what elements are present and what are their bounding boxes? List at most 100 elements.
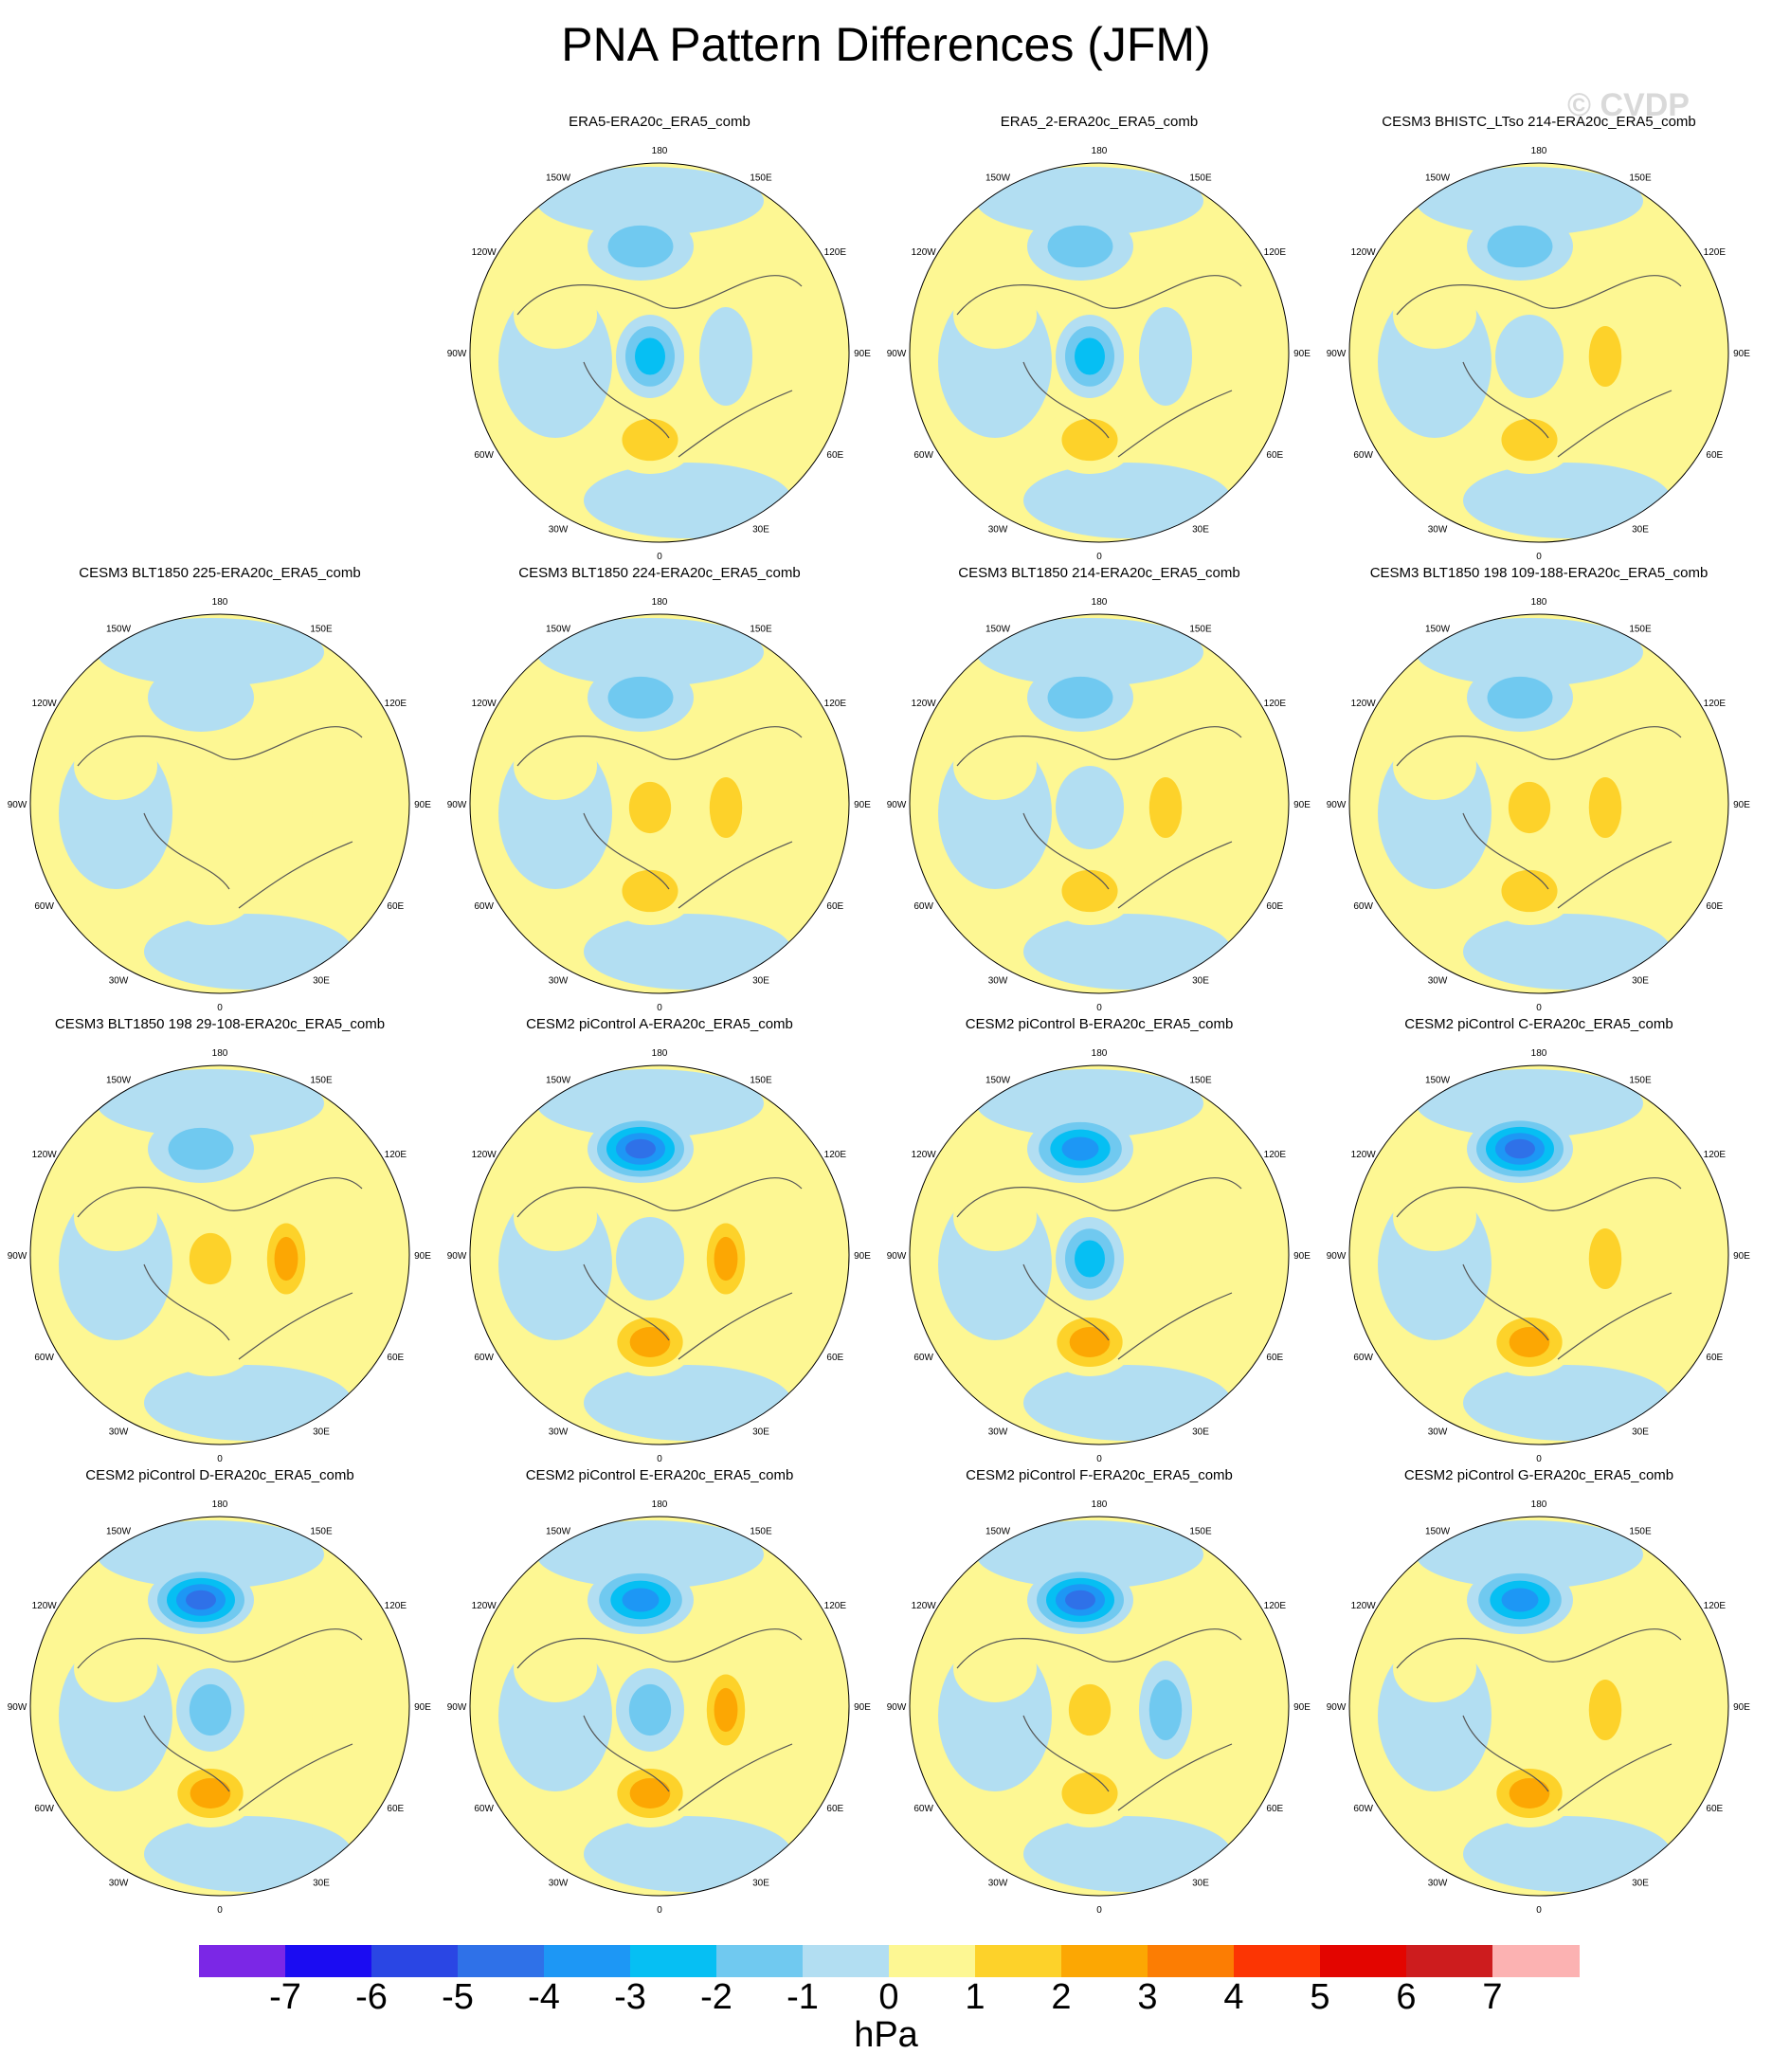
colorbar-tick-label: 2 xyxy=(1051,1977,1072,2017)
longitude-label: 60W xyxy=(34,901,54,912)
map-boundary xyxy=(469,1516,850,1897)
panel-title: CESM2 piControl B-ERA20c_ERA5_comb xyxy=(965,1016,1234,1032)
longitude-label: 120E xyxy=(824,247,847,258)
longitude-label: 120W xyxy=(1351,699,1377,709)
negative-region xyxy=(144,914,353,990)
longitude-label: 150W xyxy=(985,1076,1011,1086)
coastline xyxy=(516,275,803,458)
longitude-label: 30E xyxy=(752,1878,769,1888)
map-boundary xyxy=(29,613,410,994)
longitude-label: 150E xyxy=(750,173,772,184)
longitude-label: 90W xyxy=(8,1251,27,1262)
longitude-label: 150E xyxy=(1189,173,1212,184)
map-panel: CESM2 piControl A-ERA20c_ERA5_comb 180 150… xyxy=(440,1016,879,1467)
longitude-label: 150W xyxy=(985,1527,1011,1537)
longitude-label: 120E xyxy=(1264,1150,1287,1160)
contour-band xyxy=(1139,1209,1192,1308)
colorbar-swatch xyxy=(371,1945,459,1977)
polar-map: 180 150E 120E 90E 60E 30E 0 30W 60W 90W 120W 150W xyxy=(887,1499,1311,1916)
contour-band xyxy=(148,663,254,732)
longitude-label: 180 xyxy=(212,1499,228,1510)
longitude-label: 180 xyxy=(652,597,668,608)
longitude-label: 30W xyxy=(988,975,1008,986)
longitude-label: 120E xyxy=(1264,1601,1287,1611)
longitude-label: 90W xyxy=(447,800,467,810)
longitude-label: 90E xyxy=(854,1251,871,1262)
longitude-label: 30W xyxy=(988,1427,1008,1437)
contour-band xyxy=(714,1687,738,1733)
longitude-label: 30W xyxy=(109,1878,129,1888)
map-boundary xyxy=(1348,1516,1729,1897)
longitude-label: 30W xyxy=(988,1878,1008,1888)
main-title: PNA Pattern Differences (JFM) xyxy=(561,18,1211,71)
longitude-label: 180 xyxy=(212,1048,228,1059)
longitude-label: 30W xyxy=(1428,975,1448,986)
longitude-label: 0 xyxy=(1096,552,1102,562)
longitude-label: 90E xyxy=(854,1702,871,1713)
longitude-label: 30E xyxy=(1632,1878,1649,1888)
watermark: © CVDP xyxy=(1567,87,1690,123)
longitude-label: 90W xyxy=(887,349,907,359)
negative-region xyxy=(97,618,324,686)
negative-region xyxy=(1416,1520,1643,1589)
colorbar-swatch xyxy=(630,1945,717,1977)
contour-band xyxy=(514,732,597,800)
longitude-label: 30E xyxy=(752,975,769,986)
longitude-label: 120E xyxy=(1264,699,1287,709)
colorbar-tick-label: 5 xyxy=(1310,1977,1330,2017)
longitude-label: 150E xyxy=(750,1076,772,1086)
longitude-label: 150W xyxy=(106,1527,132,1537)
contour-band xyxy=(1393,1183,1476,1251)
longitude-label: 30W xyxy=(109,1427,129,1437)
longitude-label: 90E xyxy=(1293,1702,1311,1713)
contour-band xyxy=(616,1217,684,1300)
contour-band xyxy=(274,1236,298,1281)
longitude-label: 30E xyxy=(1192,1427,1209,1437)
longitude-label: 120E xyxy=(1264,247,1287,258)
panel-title: CESM2 piControl E-ERA20c_ERA5_comb xyxy=(525,1467,794,1483)
negative-region xyxy=(1463,463,1672,538)
longitude-label: 60W xyxy=(474,450,494,461)
contour-band xyxy=(622,1588,660,1612)
map-panel: CESM2 piControl D-ERA20c_ERA5_comb 180 150… xyxy=(0,1467,440,1918)
longitude-label: 90W xyxy=(887,1702,907,1713)
longitude-label: 0 xyxy=(1096,1454,1102,1464)
contour-band xyxy=(189,1683,232,1736)
longitude-label: 60W xyxy=(34,1353,54,1363)
map-panel: ERA5-ERA20c_ERA5_comb 180 150E 120E 90E 60E 30… xyxy=(440,114,879,565)
coastline xyxy=(1396,275,1682,458)
longitude-label: 120E xyxy=(385,699,407,709)
polar-map: 180 150E 120E 90E 60E 30E 0 30W 60W 90W 120W 150W xyxy=(447,1048,872,1464)
polar-map: 180 150E 120E 90E 60E 30E 0 30W 60W 90W 120W 150W xyxy=(447,146,872,562)
negative-region xyxy=(97,1520,324,1589)
longitude-label: 30W xyxy=(549,1878,569,1888)
panel-title: CESM3 BLT1850 225-ERA20c_ERA5_comb xyxy=(79,565,361,581)
contour-band xyxy=(74,1634,157,1702)
contour-band xyxy=(74,732,157,800)
negative-region xyxy=(584,463,792,538)
coastline xyxy=(77,726,363,909)
contour-band xyxy=(514,1634,597,1702)
colorbar-tick-label: -7 xyxy=(269,1977,301,2017)
contour-band xyxy=(629,1327,671,1357)
longitude-label: 30W xyxy=(1428,1878,1448,1888)
longitude-label: 60W xyxy=(474,1804,494,1814)
contour-band xyxy=(165,857,256,925)
longitude-label: 30E xyxy=(1192,1878,1209,1888)
coastline xyxy=(516,726,803,909)
polar-map: 180 150E 120E 90E 60E 30E 0 30W 60W 90W 120W 150W xyxy=(8,1499,432,1916)
map-panel: CESM3 BHISTC_LTso 214-ERA20c_ERA5_comb 18… xyxy=(1319,114,1759,565)
contour-band xyxy=(1393,732,1476,800)
contour-band xyxy=(628,781,672,834)
longitude-label: 150W xyxy=(546,625,571,635)
longitude-label: 180 xyxy=(652,146,668,156)
colorbar-tick-label: -4 xyxy=(528,1977,560,2017)
contour-band xyxy=(629,1778,671,1808)
longitude-label: 150E xyxy=(1629,625,1652,635)
panel-title: ERA5_2-ERA20c_ERA5_comb xyxy=(1000,114,1199,130)
longitude-label: 120E xyxy=(1704,1601,1727,1611)
contour-band xyxy=(1065,1590,1095,1610)
panel-title: CESM3 BHISTC_LTso 214-ERA20c_ERA5_comb xyxy=(1382,114,1696,130)
contour-band xyxy=(1047,225,1113,268)
longitude-label: 120W xyxy=(32,699,58,709)
